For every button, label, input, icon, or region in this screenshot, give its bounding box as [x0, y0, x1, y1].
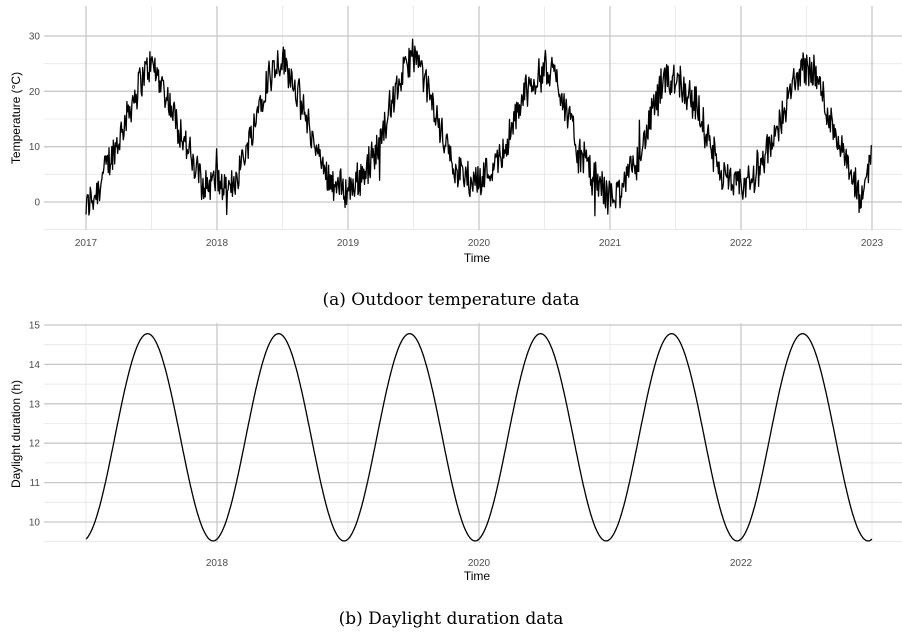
temperature-y-ticks: 0 10 20 30	[29, 32, 41, 209]
temperature-xlabel: Time	[464, 251, 491, 265]
y-tick-label: 14	[29, 360, 41, 371]
temperature-series-line	[85, 38, 873, 217]
panel-temperature: 0 10 20 30 2017 2018 2019 2020 2021 2022 2023 Tim…	[9, 6, 902, 310]
y-tick-label: 13	[29, 399, 41, 410]
temperature-x-ticks: 2017 2018 2019 2020 2021 2022 2023	[75, 238, 884, 249]
daylight-ylabel: Daylight duration (h)	[9, 380, 23, 488]
y-tick-label: 11	[30, 478, 41, 489]
x-tick-label: 2018	[206, 238, 229, 249]
y-tick-label: 10	[29, 518, 41, 529]
panel-daylight: 10 11 12 13 14 15 2018 2020 2022 Time Daylight …	[9, 321, 902, 629]
y-tick-label: 10	[29, 142, 41, 153]
x-tick-label: 2020	[468, 238, 491, 249]
daylight-x-ticks: 2018 2020 2022	[206, 558, 753, 569]
x-tick-label: 2019	[337, 238, 360, 249]
y-tick-label: 0	[34, 198, 40, 209]
temperature-caption: (a) Outdoor temperature data	[323, 290, 580, 310]
x-tick-label: 2022	[730, 558, 753, 569]
x-tick-label: 2017	[75, 238, 98, 249]
daylight-grid	[44, 323, 902, 543]
y-tick-label: 30	[29, 32, 41, 43]
daylight-y-ticks: 10 11 12 13 14 15	[29, 321, 41, 529]
x-tick-label: 2023	[861, 238, 884, 249]
x-tick-label: 2018	[206, 558, 229, 569]
daylight-caption: (b) Daylight duration data	[339, 609, 564, 629]
x-tick-label: 2022	[730, 238, 753, 249]
x-tick-label: 2020	[468, 558, 491, 569]
temperature-ylabel: Temperature (°C)	[9, 72, 23, 164]
y-tick-label: 15	[29, 321, 41, 332]
y-tick-label: 12	[29, 439, 41, 450]
daylight-xlabel: Time	[464, 569, 491, 583]
temperature-grid	[44, 6, 902, 231]
daylight-series-line	[85, 333, 873, 542]
y-tick-label: 20	[29, 87, 41, 98]
x-tick-label: 2021	[599, 238, 622, 249]
